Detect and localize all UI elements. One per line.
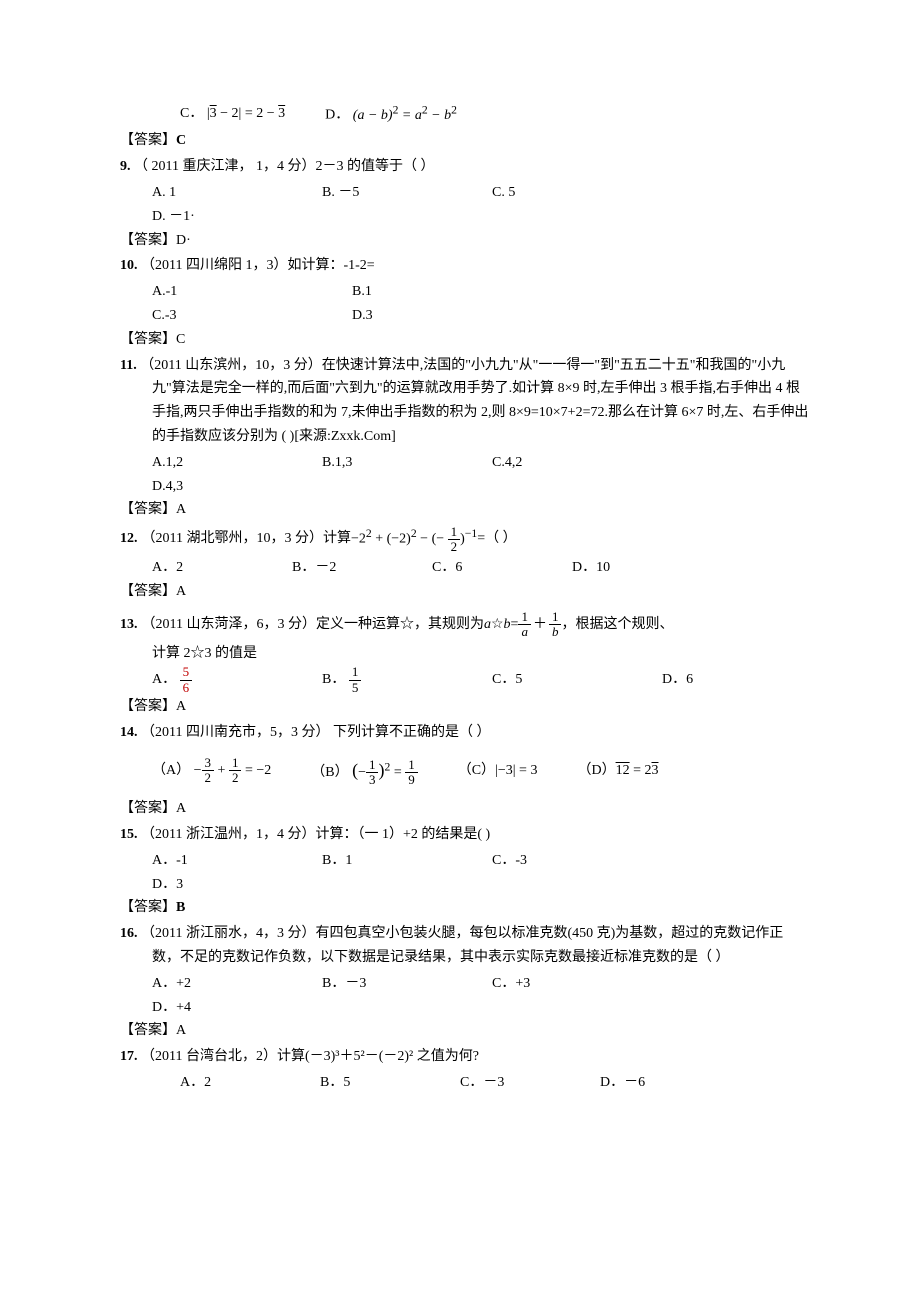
q13-opt-a: A． 56 (152, 665, 322, 695)
q15-opt-b: B．1 (322, 849, 492, 873)
q9-opt-b: B. －5 (322, 181, 492, 205)
q10-options-2: C.-3 D.3 (152, 304, 810, 328)
answer-8: 【答案】C (120, 129, 810, 153)
question-11: 11. （2011 山东滨州，10，3 分）在快速计算法中,法国的"小九九"从"… (120, 354, 810, 449)
q8-opt-d: D． (a − b)2 = a2 − b2 (325, 100, 457, 127)
q14-num: 14. (120, 725, 138, 740)
q14-opt-b: （B） (−13)2 = 19 (311, 755, 417, 788)
question-16: 16. （2011 浙江丽水，4，3 分）有四包真空小包装火腿，每包以标准克数(… (120, 922, 810, 970)
q17-text: （2011 台湾台北，2）计算(－3)³＋5²－(－2)² 之值为何? (141, 1049, 479, 1064)
q13-opt-b: B． 15 (322, 665, 492, 695)
q12-expr: −22 + (−2)2 − (− 12)−1 (351, 524, 477, 554)
q12-post: =（ ） (477, 527, 516, 551)
q13-line2: 计算 2☆3 的值是 (152, 642, 810, 666)
q12-pre: （2011 湖北鄂州，10，3 分）计算 (142, 527, 351, 551)
q17-opt-a: A．2 (180, 1071, 320, 1095)
answer-11: 【答案】A (120, 498, 810, 522)
q10-opt-d: D.3 (352, 304, 552, 328)
q9-opt-c: C. 5 (492, 181, 662, 205)
q12-opt-b: B．－2 (292, 556, 432, 580)
q13-opt-c: C．5 (492, 668, 662, 692)
answer-13: 【答案】A (120, 695, 810, 719)
q16-options: A．+2 B．－3 C．+3 D．+4 (152, 972, 810, 1020)
q13-opt-d: D．6 (662, 668, 782, 692)
q16-text: （2011 浙江丽水，4，3 分）有四包真空小包装火腿，每包以标准克数(450 … (141, 926, 783, 965)
q8-options-cd: C． |3 − 2| = 2 − 3 D． (a − b)2 = a2 − b2 (180, 100, 810, 127)
question-9: 9. （ 2011 重庆江津， 1，4 分）2－3 的值等于（ ） (120, 155, 810, 179)
answer-9: 【答案】D· (120, 229, 810, 253)
q9-text: （ 2011 重庆江津， 1，4 分）2－3 的值等于（ ） (134, 159, 434, 174)
q11-opt-d: D.4,3 (152, 475, 322, 499)
q9-num: 9. (120, 159, 131, 174)
answer-12: 【答案】A (120, 580, 810, 604)
question-17: 17. （2011 台湾台北，2）计算(－3)³＋5²－(－2)² 之值为何? (120, 1045, 810, 1069)
q13-frac1: 1a (518, 610, 531, 640)
q14-opt-d: （D）12 = 23 (577, 759, 658, 783)
q8-eq-c: |3 − 2| = 2 − 3 (207, 106, 285, 121)
q13-pre: （2011 山东菏泽，6，3 分）定义一种运算☆，其规则为 (142, 613, 484, 637)
q11-opt-a: A.1,2 (152, 451, 322, 475)
q10-opt-b: B.1 (352, 280, 552, 304)
q11-num: 11. (120, 358, 137, 373)
question-13: 13. （2011 山东菏泽，6，3 分）定义一种运算☆，其规则为 a☆b= 1… (120, 610, 810, 640)
q10-text: （2011 四川绵阳 1，3）如计算：-1-2= (141, 258, 375, 273)
q17-opt-c: C．－3 (460, 1071, 600, 1095)
q15-num: 15. (120, 827, 138, 842)
q17-opt-b: B．5 (320, 1071, 460, 1095)
q17-num: 17. (120, 1049, 138, 1064)
question-10: 10. （2011 四川绵阳 1，3）如计算：-1-2= (120, 254, 810, 278)
q17-options: A．2 B．5 C．－3 D．－6 (180, 1071, 810, 1095)
question-14: 14. （2011 四川南充市，5，3 分） 下列计算不正确的是（ ） (120, 721, 810, 745)
q15-opt-c: C．-3 (492, 849, 662, 873)
q16-opt-c: C．+3 (492, 972, 662, 996)
q10-opt-c: C.-3 (152, 304, 352, 328)
q14-text: （2011 四川南充市，5，3 分） 下列计算不正确的是（ ） (141, 725, 490, 740)
answer-16: 【答案】A (120, 1019, 810, 1043)
q13-plus: ＋ (533, 613, 547, 637)
q8-eq-d: (a − b)2 = a2 − b2 (353, 108, 457, 123)
q16-num: 16. (120, 926, 138, 941)
q12-opt-d: D．10 (572, 556, 712, 580)
q16-opt-d: D．+4 (152, 996, 322, 1020)
q9-options: A. 1 B. －5 C. 5 D. －1· (152, 181, 810, 229)
q9-opt-a: A. 1 (152, 181, 322, 205)
q12-num: 12. (120, 527, 138, 551)
q14-opt-c: （C）|−3| = 3 (458, 759, 538, 783)
q15-opt-a: A．-1 (152, 849, 322, 873)
q17-opt-d: D．－6 (600, 1071, 740, 1095)
q14-options: （A） −32 + 12 = −2 （B） (−13)2 = 19 （C）|−3… (152, 755, 810, 788)
q11-text: （2011 山东滨州，10，3 分）在快速计算法中,法国的"小九九"从"一一得一… (140, 358, 808, 444)
q12-options: A．2 B．－2 C．6 D．10 (152, 556, 810, 580)
q13-options: A． 56 B． 15 C．5 D．6 (152, 665, 810, 695)
q11-opt-c: C.4,2 (492, 451, 662, 475)
answer-14: 【答案】A (120, 797, 810, 821)
question-15: 15. （2011 浙江温州，1，4 分）计算：（一 1）+2 的结果是( ) (120, 823, 810, 847)
q9-opt-d: D. －1· (152, 205, 322, 229)
q16-opt-b: B．－3 (322, 972, 492, 996)
q13-num: 13. (120, 613, 138, 637)
q14-opt-a: （A） −32 + 12 = −2 (152, 756, 271, 786)
q13-post: ，根据这个规则、 (561, 613, 673, 637)
question-12: 12. （2011 湖北鄂州，10，3 分）计算 −22 + (−2)2 − (… (120, 524, 810, 554)
answer-10: 【答案】C (120, 328, 810, 352)
q12-opt-c: C．6 (432, 556, 572, 580)
q8-opt-c: C． |3 − 2| = 2 − 3 (180, 102, 285, 126)
q13-frac2: 1b (549, 610, 562, 640)
q15-opt-d: D．3 (152, 873, 322, 897)
q16-opt-a: A．+2 (152, 972, 322, 996)
q15-text: （2011 浙江温州，1，4 分）计算：（一 1）+2 的结果是( ) (141, 827, 490, 842)
q15-options: A．-1 B．1 C．-3 D．3 (152, 849, 810, 897)
q10-options-1: A.-1 B.1 (152, 280, 810, 304)
q13-expr: a☆b= (484, 613, 518, 637)
q10-opt-a: A.-1 (152, 280, 352, 304)
q10-num: 10. (120, 258, 138, 273)
q12-opt-a: A．2 (152, 556, 292, 580)
q11-opt-b: B.1,3 (322, 451, 492, 475)
q11-options: A.1,2 B.1,3 C.4,2 D.4,3 (152, 451, 810, 499)
answer-15: 【答案】B (120, 896, 810, 920)
